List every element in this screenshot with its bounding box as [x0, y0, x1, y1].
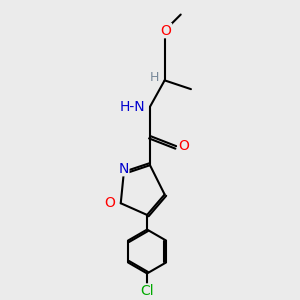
Text: O: O — [161, 24, 172, 38]
Text: Cl: Cl — [140, 284, 154, 298]
Text: H: H — [150, 71, 159, 84]
Text: O: O — [178, 139, 189, 153]
Text: H-N: H-N — [120, 100, 146, 114]
Text: O: O — [104, 196, 115, 210]
Text: N: N — [118, 162, 129, 176]
